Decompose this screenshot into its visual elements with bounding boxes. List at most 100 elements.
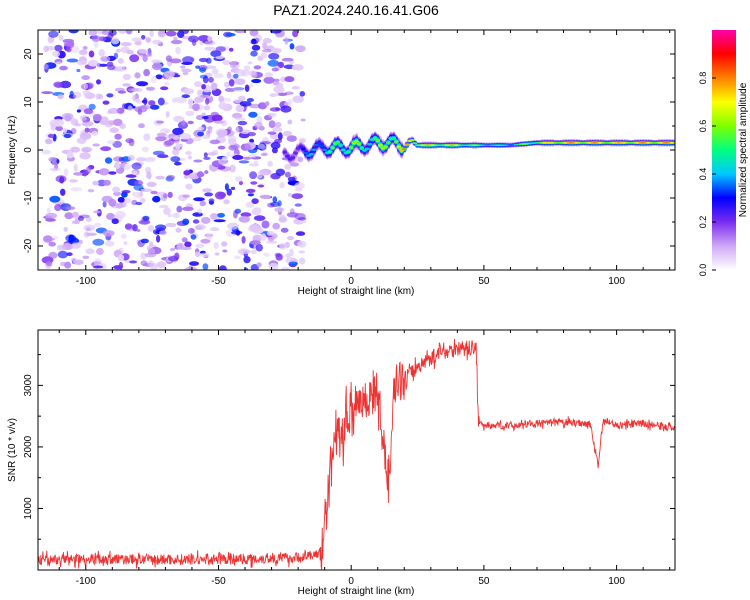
noise-blob xyxy=(167,213,172,218)
noise-blob xyxy=(203,152,208,158)
noise-blob xyxy=(114,133,122,140)
noise-blob xyxy=(286,135,297,142)
x-tick-label: 50 xyxy=(478,576,490,587)
noise-blob xyxy=(270,141,281,149)
noise-blob xyxy=(52,168,58,172)
ridge-cell xyxy=(340,148,346,152)
noise-blob xyxy=(202,75,209,84)
ridge-cell xyxy=(327,150,333,154)
noise-blob xyxy=(173,135,180,141)
noise-blob xyxy=(92,238,105,246)
noise-blob xyxy=(111,218,119,225)
noise-blob xyxy=(149,241,154,248)
noise-blob xyxy=(147,260,154,267)
noise-blob xyxy=(224,81,230,88)
noise-blob xyxy=(165,111,170,118)
noise-blob xyxy=(57,94,64,100)
ridge-cell xyxy=(311,148,317,151)
noise-blob xyxy=(202,263,209,270)
noise-blob xyxy=(187,227,195,234)
noise-blob xyxy=(45,212,58,219)
signal-ridge xyxy=(282,131,675,164)
noise-blob xyxy=(197,89,203,97)
noise-blob xyxy=(228,79,235,87)
noise-blob xyxy=(189,261,199,266)
noise-blob xyxy=(274,121,282,128)
noise-blob xyxy=(227,138,237,146)
noise-blob xyxy=(195,224,206,231)
noise-blob xyxy=(71,242,81,249)
ridge-cell xyxy=(290,156,296,159)
noise-blob xyxy=(45,218,56,222)
ridge-cell xyxy=(391,136,397,140)
noise-blob xyxy=(125,174,137,178)
noise-blob xyxy=(182,71,189,76)
noise-blob xyxy=(102,230,115,237)
noise-blob xyxy=(93,41,99,49)
noise-blob xyxy=(278,82,284,89)
snr-ylabel: SNR (10 * v/v) xyxy=(7,418,18,482)
noise-blob xyxy=(146,86,155,91)
noise-blob xyxy=(194,251,201,258)
noise-blob xyxy=(295,45,306,53)
noise-blob xyxy=(243,256,251,264)
noise-blob xyxy=(172,212,181,219)
noise-blob xyxy=(142,54,148,62)
noise-blob xyxy=(45,260,53,267)
noise-blob xyxy=(232,112,243,119)
ridge-cell xyxy=(303,151,309,155)
noise-blob xyxy=(225,32,236,37)
colorbar-tick-label: 0.0 xyxy=(698,264,708,277)
noise-blob xyxy=(148,100,156,106)
noise-blob xyxy=(300,118,306,122)
spectrogram-xlabel: Height of straight line (km) xyxy=(298,286,415,297)
noise-blob xyxy=(249,240,261,245)
noise-blob xyxy=(155,175,165,180)
noise-blob xyxy=(134,72,141,79)
ridge-cell xyxy=(293,151,298,155)
noise-blob xyxy=(207,36,213,42)
noise-blob xyxy=(215,56,225,60)
noise-blob xyxy=(268,52,280,60)
noise-blob xyxy=(224,183,229,191)
noise-blob xyxy=(277,61,285,69)
x-tick-label: 0 xyxy=(348,276,354,287)
noise-blob xyxy=(245,188,256,193)
noise-blob xyxy=(195,243,205,248)
noise-blob xyxy=(257,102,268,110)
noise-blob xyxy=(78,216,84,221)
noise-blob xyxy=(182,218,190,225)
noise-blob xyxy=(131,37,143,42)
noise-blob xyxy=(157,30,166,38)
noise-blob xyxy=(292,30,299,38)
noise-blob xyxy=(179,133,191,140)
ridge-cell xyxy=(354,140,359,143)
noise-blob xyxy=(210,50,222,58)
noise-blob xyxy=(92,180,99,186)
noise-blob xyxy=(289,248,294,257)
noise-blob xyxy=(241,69,250,77)
noise-blob xyxy=(93,222,101,227)
noise-blob xyxy=(53,81,63,88)
noise-blob xyxy=(163,207,171,215)
noise-blob xyxy=(279,242,287,250)
noise-blob xyxy=(124,197,132,203)
noise-blob xyxy=(122,73,131,81)
noise-blob xyxy=(272,127,283,132)
noise-blob xyxy=(82,255,90,259)
noise-blob xyxy=(170,39,183,45)
noise-blob xyxy=(251,198,259,205)
noise-blob xyxy=(66,46,72,53)
noise-blob xyxy=(245,201,255,208)
noise-blob xyxy=(98,36,107,42)
noise-blob xyxy=(143,68,151,77)
noise-blob xyxy=(289,162,300,167)
noise-blob xyxy=(65,234,77,243)
noise-blob xyxy=(98,48,106,57)
noise-blob xyxy=(217,212,226,218)
noise-blob xyxy=(257,170,268,176)
noise-blob xyxy=(255,243,263,252)
noise-blob xyxy=(217,145,226,150)
noise-blob xyxy=(102,100,110,105)
x-tick-label: 50 xyxy=(478,276,490,287)
